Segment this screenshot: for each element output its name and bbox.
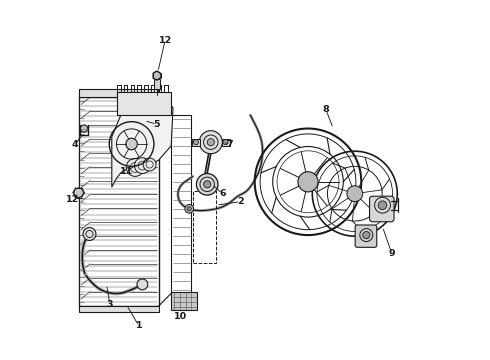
Circle shape: [347, 186, 363, 202]
Circle shape: [194, 140, 198, 145]
Polygon shape: [112, 94, 173, 187]
Text: 12: 12: [158, 36, 172, 45]
Bar: [221, 139, 229, 146]
Text: 12: 12: [66, 195, 79, 204]
Text: 5: 5: [153, 120, 160, 129]
Bar: [79, 97, 159, 306]
Bar: [171, 292, 197, 310]
Circle shape: [204, 181, 211, 188]
Bar: [117, 92, 171, 115]
Circle shape: [196, 174, 218, 195]
Circle shape: [137, 279, 148, 290]
FancyBboxPatch shape: [369, 196, 394, 222]
Circle shape: [83, 228, 96, 240]
Text: 3: 3: [107, 300, 113, 309]
Circle shape: [187, 207, 192, 211]
Circle shape: [298, 172, 318, 192]
Circle shape: [378, 201, 387, 210]
Text: 6: 6: [220, 189, 226, 198]
Circle shape: [80, 125, 88, 132]
Circle shape: [126, 138, 137, 150]
Text: 9: 9: [389, 249, 395, 258]
Bar: [154, 79, 160, 89]
Circle shape: [199, 131, 222, 154]
Text: 4: 4: [72, 140, 78, 149]
Circle shape: [153, 72, 161, 80]
Bar: [192, 139, 200, 146]
Circle shape: [143, 158, 156, 171]
Text: 2: 2: [237, 197, 244, 206]
Circle shape: [185, 204, 194, 213]
Bar: [79, 89, 159, 97]
FancyBboxPatch shape: [355, 225, 377, 247]
Text: 7: 7: [226, 140, 233, 149]
Bar: [79, 306, 159, 312]
Circle shape: [207, 139, 215, 146]
Text: 11: 11: [120, 166, 133, 176]
Circle shape: [134, 158, 150, 174]
Text: 1: 1: [136, 321, 142, 330]
Circle shape: [223, 140, 228, 145]
Circle shape: [363, 231, 370, 239]
Circle shape: [126, 158, 144, 176]
Bar: [171, 115, 191, 293]
Circle shape: [74, 188, 83, 197]
Text: 8: 8: [322, 105, 329, 114]
Text: 10: 10: [173, 312, 187, 321]
